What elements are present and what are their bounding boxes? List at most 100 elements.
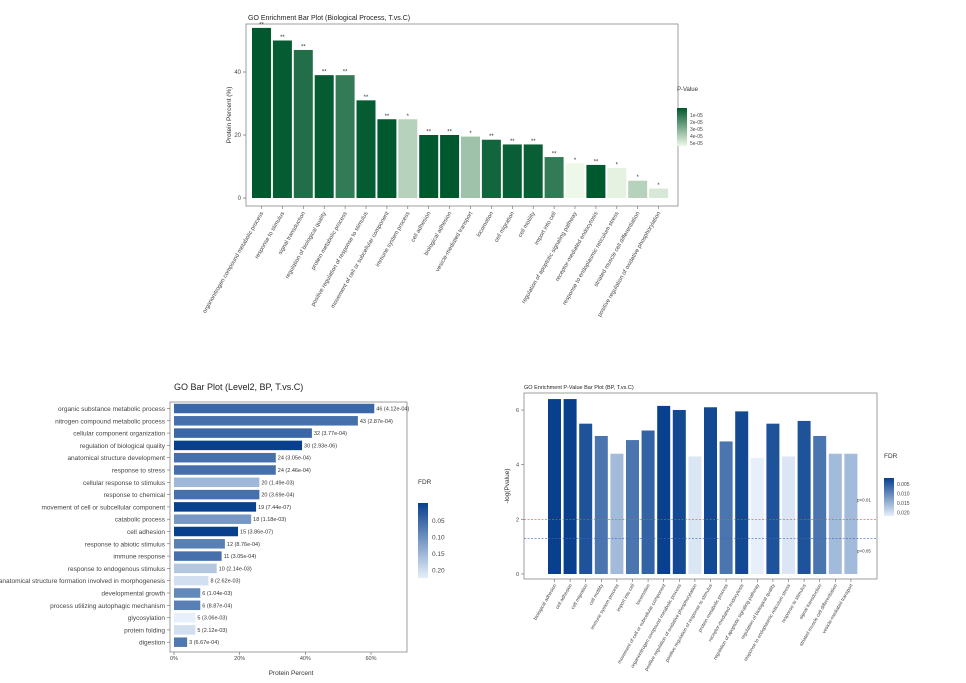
- significance-stars: **: [531, 139, 536, 145]
- legend-tick-label: 0.005: [897, 482, 910, 488]
- x-tick-label: 40%: [300, 656, 311, 662]
- data-label: 18 (1.18e-03): [253, 517, 286, 523]
- legend-tick-label: 0.015: [897, 501, 910, 507]
- data-label: 12 (8.76e-04): [227, 542, 260, 548]
- data-label: 10 (2.14e-03): [219, 566, 252, 572]
- y-tick-label: 0: [516, 572, 519, 578]
- x-tick-label: 0%: [170, 656, 178, 662]
- bar: [735, 411, 749, 574]
- bar: [335, 75, 355, 198]
- bar: [481, 139, 501, 198]
- plot-frame: [169, 401, 408, 653]
- x-tick-label: locomotion: [476, 211, 495, 238]
- bar: [272, 40, 292, 198]
- bar: [782, 456, 795, 574]
- significance-stars: *: [469, 131, 472, 137]
- significance-stars: **: [385, 114, 390, 120]
- bar: [174, 563, 217, 574]
- x-tick-label: protein metabolic process: [697, 582, 730, 633]
- y-tick-label: cellular response to stimulus: [83, 480, 166, 487]
- y-tick-label: digestion: [139, 640, 165, 647]
- data-label: 43 (2.87e-04): [360, 419, 393, 425]
- significance-stars: **: [343, 70, 348, 76]
- bar: [174, 465, 276, 475]
- y-tick-label: 4: [516, 463, 519, 469]
- reference-line-label: p<0.05: [857, 548, 871, 553]
- x-axis-label: Protein Percent: [269, 670, 314, 677]
- x-tick-label: receptor-mediated endocytosis: [555, 211, 600, 283]
- legend-tick-label: 1e-05: [690, 113, 703, 119]
- bar: [502, 144, 522, 198]
- bar: [174, 625, 196, 635]
- data-label: 46 (4.12e-04): [376, 407, 409, 413]
- y-axis-label: -log(Pvalue): [504, 468, 511, 503]
- bar: [174, 612, 196, 623]
- bar: [174, 539, 225, 549]
- y-tick-label: organic substance metabolic process: [58, 406, 166, 413]
- x-tick-label: immune system process: [590, 582, 621, 630]
- significance-stars: *: [407, 114, 410, 120]
- legend-tick-label: 2e-05: [690, 120, 703, 126]
- bar: [174, 489, 260, 500]
- significance-stars: **: [594, 159, 599, 165]
- bar: [440, 135, 460, 198]
- x-tick-label: 20%: [234, 656, 245, 662]
- data-label: 24 (2.46e-04): [278, 468, 311, 474]
- chart-title: GO Enrichment P-Value Bar Plot (BP, T.vs…: [524, 385, 634, 391]
- bar: [174, 403, 375, 414]
- bar: [594, 435, 608, 574]
- bar: [626, 440, 639, 574]
- bar: [563, 399, 577, 574]
- significance-stars: *: [616, 163, 619, 169]
- bar: [174, 600, 201, 611]
- significance-stars: **: [426, 130, 431, 136]
- x-tick-label: organonitrogen compound metabolic proces…: [202, 211, 265, 315]
- significance-stars: **: [447, 130, 452, 136]
- legend-tick-label: 4e-05: [690, 134, 703, 140]
- bar: [813, 435, 827, 574]
- data-label: 3 (6.67e-04): [189, 640, 219, 646]
- y-tick-label: 40: [234, 70, 241, 76]
- significance-stars: **: [510, 139, 515, 145]
- legend-title: FDR: [884, 453, 898, 460]
- bar: [398, 119, 418, 198]
- go-pvalue-bar-chart: GO Enrichment P-Value Bar Plot (BP, T.vs…: [504, 385, 910, 672]
- y-tick-label: 6: [516, 408, 519, 414]
- y-tick-label: 20: [234, 133, 241, 139]
- bar: [174, 440, 303, 451]
- y-tick-label: 2: [516, 517, 519, 523]
- bar: [641, 430, 655, 574]
- bar: [750, 457, 764, 574]
- legend-colorbar: [884, 478, 894, 516]
- go-enrichment-bar-chart: GO Enrichment Bar Plot (Biological Proce…: [202, 15, 703, 318]
- y-tick-label: process utilizing autophagic mechanism: [50, 603, 165, 610]
- data-label: 5 (2.12e-03): [197, 628, 227, 634]
- x-tick-label: biological adhesion: [533, 583, 559, 622]
- bar: [174, 428, 312, 438]
- bar: [719, 441, 733, 574]
- data-label: 6 (1.04e-03): [202, 591, 232, 597]
- bar: [844, 453, 858, 574]
- significance-stars: **: [259, 22, 264, 28]
- x-tick-label: locomotion: [635, 583, 652, 606]
- bar: [377, 119, 397, 198]
- go-level2-bar-chart: GO Bar Plot (Level2, BP, T.vs.C) 0% 20% 40%…: [0, 382, 445, 677]
- bar: [293, 49, 313, 199]
- y-tick-label: response to abiotic stimulus: [85, 541, 166, 548]
- data-label: 30 (2.93e-06): [304, 443, 337, 449]
- data-label: 15 (3.86e-07): [240, 530, 273, 536]
- bar: [461, 136, 480, 198]
- data-label: 5 (3.06e-03): [197, 616, 227, 622]
- x-tick-label: cell motility: [588, 582, 605, 606]
- y-tick-label: cell adhesion: [127, 529, 165, 536]
- bar: [688, 456, 702, 574]
- legend-tick-label: 0.15: [432, 551, 445, 558]
- legend-title: FDR: [418, 479, 432, 486]
- bar: [797, 420, 811, 574]
- y-tick-label: response to stress: [112, 468, 166, 475]
- x-tick-label: cell motility: [518, 211, 537, 239]
- significance-stars: **: [322, 70, 327, 76]
- bar: [314, 75, 334, 198]
- bar: [174, 514, 252, 524]
